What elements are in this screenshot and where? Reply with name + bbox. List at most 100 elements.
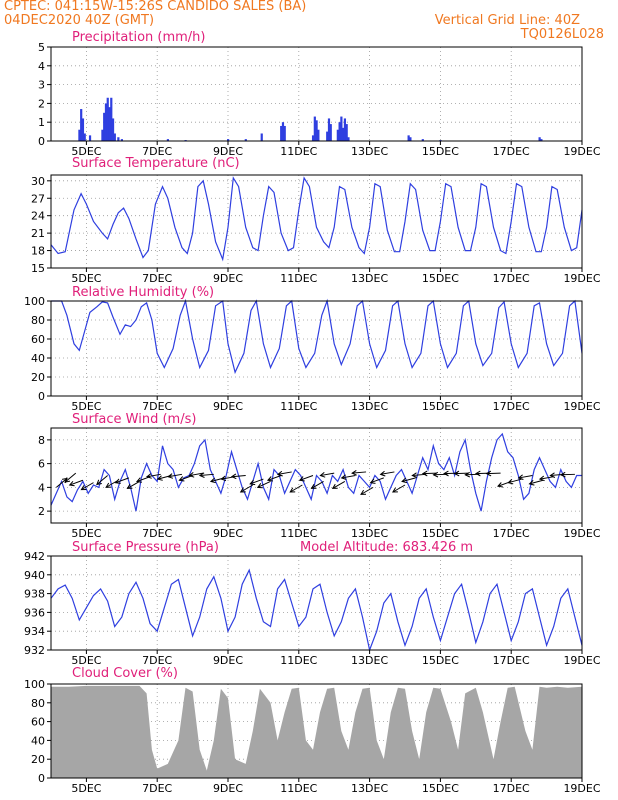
y-tick-label: 60 bbox=[31, 716, 45, 729]
precip-bar bbox=[81, 118, 85, 141]
wind-arrow-head bbox=[156, 475, 163, 481]
wind-arrow-head bbox=[310, 483, 317, 489]
wind-arrow-shaft bbox=[332, 481, 346, 489]
x-tick-label: 11DEC bbox=[280, 654, 317, 667]
y-tick-label: 934 bbox=[24, 625, 45, 638]
x-tick-label: 19DEC bbox=[563, 654, 600, 667]
x-tick-label: 11DEC bbox=[280, 527, 317, 540]
x-tick-label: 13DEC bbox=[351, 272, 388, 285]
wind-arrow-head bbox=[136, 477, 142, 483]
x-tick-label: 13DEC bbox=[351, 400, 388, 413]
wind-arrow-head bbox=[507, 478, 514, 485]
wind-arrow-shaft bbox=[250, 478, 264, 485]
precip-bar bbox=[313, 116, 316, 141]
wind-arrow-head bbox=[517, 474, 524, 480]
precip-bar bbox=[315, 120, 318, 141]
wind-arrow-shaft bbox=[370, 477, 384, 484]
x-tick-label: 5DEC bbox=[71, 145, 101, 158]
wind-arrow-head bbox=[474, 470, 481, 477]
x-tick-label: 11DEC bbox=[280, 400, 317, 413]
panel-frame bbox=[50, 427, 583, 524]
y-tick-label: 21 bbox=[31, 227, 45, 240]
precip-bar bbox=[101, 129, 104, 141]
precip-bar bbox=[327, 118, 331, 141]
x-tick-label: 19DEC bbox=[563, 272, 600, 285]
wind-arrow-head bbox=[230, 473, 237, 480]
wind-arrow-head bbox=[421, 470, 428, 477]
precip-bar bbox=[104, 103, 108, 141]
header-station: CPTEC: 041:15W-15:26S CANDIDO SALES (BA) bbox=[4, 0, 307, 14]
y-tick-label: 942 bbox=[24, 550, 45, 563]
precip-bar bbox=[326, 131, 329, 141]
precip-bar bbox=[113, 133, 116, 141]
series-line bbox=[50, 176, 583, 262]
wind-arrow-head bbox=[559, 471, 566, 478]
wind-arrow-shaft bbox=[240, 484, 254, 493]
wind-arrow-head bbox=[360, 489, 367, 495]
wind-arrow-head bbox=[392, 487, 398, 493]
y-tick-label: 0 bbox=[38, 390, 45, 403]
wind-arrow-shaft bbox=[55, 477, 68, 488]
x-tick-label: 9DEC bbox=[213, 272, 243, 285]
y-tick-label: 938 bbox=[24, 588, 45, 601]
wind-arrow-head bbox=[528, 480, 535, 486]
y-tick-label: 15 bbox=[31, 262, 45, 275]
x-tick-label: 9DEC bbox=[213, 527, 243, 540]
wind-arrow-head bbox=[96, 479, 102, 486]
wind-arrow-head bbox=[401, 477, 408, 484]
precip-bar bbox=[111, 118, 115, 141]
precip-bar bbox=[78, 129, 81, 141]
x-tick-label: 15DEC bbox=[422, 400, 459, 413]
wind-arrow-head bbox=[276, 470, 283, 477]
wind-arrow-shaft bbox=[231, 475, 246, 478]
title-pressure: Surface Pressure (hPa) bbox=[72, 540, 219, 555]
wind-arrow-head bbox=[497, 482, 504, 488]
x-tick-label: 5DEC bbox=[71, 400, 101, 413]
wind-arrow-head bbox=[239, 487, 246, 493]
wind-arrow-head bbox=[298, 476, 305, 482]
precip-bar bbox=[120, 139, 123, 141]
wind-arrow-shaft bbox=[146, 473, 161, 478]
panel-frame bbox=[50, 683, 583, 779]
wind-arrow-shaft bbox=[257, 480, 271, 488]
y-tick-label: 8 bbox=[38, 434, 45, 447]
x-tick-label: 19DEC bbox=[563, 527, 600, 540]
wind-arrow-head bbox=[351, 469, 357, 476]
panel-frame bbox=[50, 555, 583, 651]
wind-arrow-head bbox=[145, 473, 152, 479]
precip-bar bbox=[311, 135, 315, 141]
wind-arrow-shaft bbox=[320, 472, 335, 477]
precip-bar bbox=[342, 127, 345, 141]
wind-arrow-head bbox=[188, 472, 195, 478]
wind-arrow-head bbox=[167, 473, 174, 479]
x-tick-label: 7DEC bbox=[142, 400, 172, 413]
cloud-cover-area bbox=[51, 685, 582, 778]
y-tick-label: 27 bbox=[31, 192, 45, 205]
x-tick-label: 15DEC bbox=[422, 654, 459, 667]
wind-arrow-head bbox=[266, 476, 273, 482]
wind-arrow-head bbox=[64, 477, 71, 483]
wind-arrow-head bbox=[68, 480, 75, 487]
x-tick-label: 13DEC bbox=[351, 145, 388, 158]
wind-arrow-head bbox=[256, 483, 263, 489]
precip-bar bbox=[260, 133, 263, 141]
x-tick-label: 9DEC bbox=[213, 782, 243, 795]
y-tick-label: 0 bbox=[38, 135, 45, 148]
precip-bar bbox=[280, 125, 283, 141]
wind-arrow-head bbox=[485, 470, 492, 477]
precip-bar bbox=[80, 109, 83, 141]
precip-bar bbox=[421, 139, 424, 141]
precip-bar bbox=[540, 139, 543, 141]
header-model-code: TQ0126L028 bbox=[520, 27, 604, 42]
header-grid-line: Vertical Grid Line: 40Z bbox=[434, 13, 580, 28]
wind-arrow-shaft bbox=[508, 478, 522, 484]
title-wind: Surface Wind (m/s) bbox=[72, 412, 196, 427]
wind-arrow-head bbox=[453, 470, 460, 477]
wind-arrow-head bbox=[443, 470, 449, 477]
y-tick-label: 24 bbox=[31, 210, 45, 223]
y-tick-label: 2 bbox=[38, 505, 45, 518]
title-cloud: Cloud Cover (%) bbox=[72, 666, 178, 681]
subtitle-model-altitude: Model Altitude: 683.426 m bbox=[300, 540, 473, 555]
y-tick-label: 1 bbox=[38, 116, 45, 129]
precip-bar bbox=[343, 118, 347, 141]
